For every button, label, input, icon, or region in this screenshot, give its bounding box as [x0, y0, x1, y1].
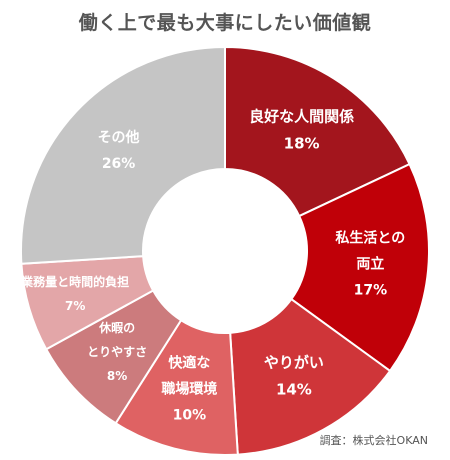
slice-value-relationships: 18% — [284, 134, 320, 152]
slice-category-rewarding-work: やりがい — [264, 353, 324, 371]
slice-category-other: その他 — [98, 129, 140, 146]
slice-category-time-off: 休暇の — [98, 320, 135, 335]
slice-rewarding-work — [229, 297, 392, 456]
slice-category-work-life-balance: 両立 — [356, 256, 384, 273]
slice-category-time-off: とりやすさ — [87, 345, 147, 359]
slice-category-relationships: 良好な人間関係 — [249, 107, 354, 125]
slice-label-relationships: 良好な人間関係 18% — [249, 107, 354, 152]
slice-other — [20, 45, 226, 265]
source-note: 調査：株式会社OKAN — [319, 434, 428, 447]
slice-work-life-balance — [289, 162, 430, 373]
slice-category-work-life-balance: 私生活との — [335, 230, 405, 247]
slice-value-workload: 7% — [65, 299, 85, 313]
slice-category-workload: 業務量と時間的負担 — [20, 274, 129, 289]
slice-label-other: その他 26% — [98, 129, 140, 172]
slice-value-comfortable-workplace: 10% — [173, 408, 207, 424]
slice-category-comfortable-workplace: 職場環境 — [161, 381, 217, 398]
slice-category-comfortable-workplace: 快適な — [168, 355, 210, 372]
chart-title: 働く上で最も大事にしたい価値観 — [78, 12, 372, 34]
slice-relationships — [224, 45, 411, 218]
slice-value-other: 26% — [102, 156, 136, 172]
slice-value-work-life-balance: 17% — [354, 283, 388, 299]
slice-value-time-off: 8% — [107, 369, 127, 383]
slice-label-rewarding-work: やりがい 14% — [264, 353, 324, 398]
slice-label-workload: 業務量と時間的負担 7% — [20, 274, 129, 313]
slice-value-rewarding-work: 14% — [276, 380, 312, 398]
